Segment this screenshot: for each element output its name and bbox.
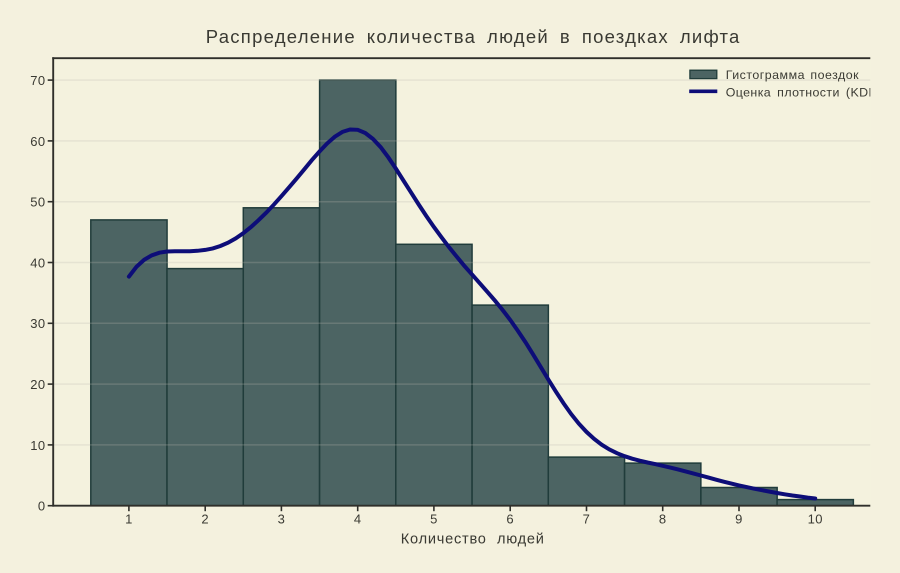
svg-text:7: 7 (583, 512, 591, 527)
svg-text:10: 10 (808, 512, 823, 527)
svg-text:1: 1 (125, 512, 133, 527)
svg-text:50: 50 (30, 195, 45, 210)
svg-text:9: 9 (735, 512, 743, 527)
svg-text:Количество людей: Количество людей (401, 532, 545, 548)
svg-text:Гистограмма поездок: Гистограмма поездок (726, 68, 859, 82)
svg-text:40: 40 (30, 255, 45, 270)
svg-text:6: 6 (506, 512, 514, 527)
svg-text:60: 60 (30, 134, 45, 149)
svg-text:2: 2 (201, 512, 209, 527)
svg-text:20: 20 (30, 377, 45, 392)
svg-text:8: 8 (659, 512, 667, 527)
svg-text:10: 10 (30, 438, 45, 453)
svg-text:70: 70 (30, 73, 45, 88)
svg-text:Оценка плотности (KDE): Оценка плотности (KDE) (726, 86, 882, 100)
svg-text:30: 30 (30, 316, 45, 331)
svg-text:4: 4 (354, 512, 362, 527)
svg-text:Распределение количества людей: Распределение количества людей в поездка… (206, 26, 741, 47)
svg-text:0: 0 (38, 499, 46, 514)
svg-text:3: 3 (278, 512, 286, 527)
svg-text:5: 5 (430, 512, 438, 527)
